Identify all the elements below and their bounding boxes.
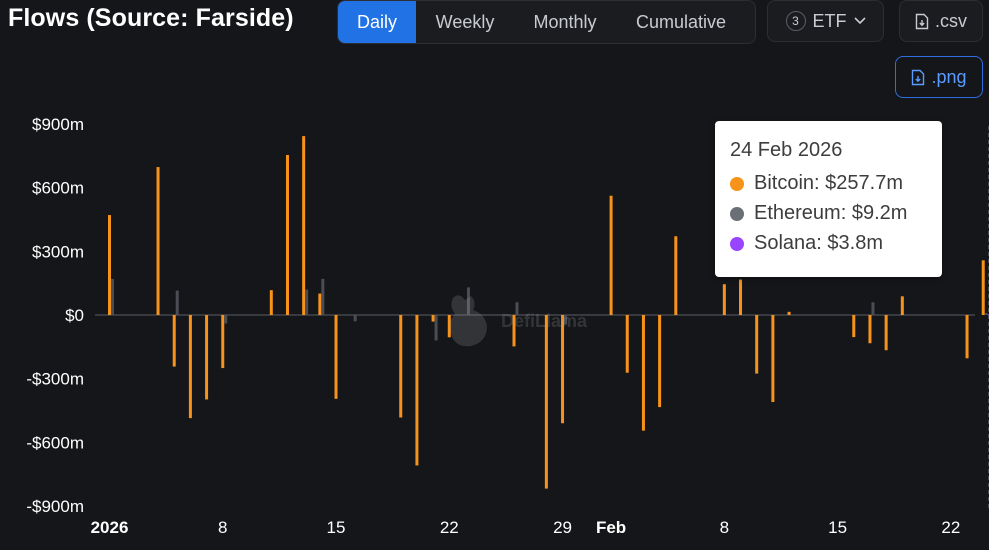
bitcoin-bar xyxy=(221,315,225,369)
bitcoin-bar xyxy=(205,315,209,400)
tab-daily[interactable]: Daily xyxy=(338,1,416,43)
bitcoin-bar xyxy=(625,315,629,373)
x-tick-label: 15 xyxy=(828,518,847,537)
bitcoin-bar xyxy=(561,315,565,424)
ethereum-bar xyxy=(871,302,875,315)
ethereum-bar xyxy=(353,315,357,322)
y-tick-label: -$600m xyxy=(26,433,84,452)
bitcoin-bar xyxy=(188,315,192,419)
image-download-icon xyxy=(912,69,925,85)
tooltip-row-bitcoin: Bitcoin: $257.7m xyxy=(730,172,942,195)
bitcoin-bar xyxy=(900,296,904,315)
y-tick-label: $900m xyxy=(32,115,84,134)
bitcoin-bar xyxy=(868,315,872,344)
y-tick-label: $600m xyxy=(32,179,84,198)
x-tick-label: 22 xyxy=(941,518,960,537)
bitcoin-bar xyxy=(415,315,419,466)
file-download-icon xyxy=(915,13,929,29)
y-tick-label: $0 xyxy=(65,306,84,325)
bitcoin-legend-dot xyxy=(730,176,744,191)
download-png-label: .png xyxy=(931,66,967,87)
ethereum-bar xyxy=(466,287,470,315)
etf-select-label: ETF xyxy=(812,10,847,31)
page-title: Flows (Source: Farside) xyxy=(8,4,294,32)
bitcoin-bar xyxy=(755,315,759,374)
tooltip-row-solana: Solana: $3.8m xyxy=(730,232,942,255)
period-tabs: Daily Weekly Monthly Cumulative xyxy=(337,0,756,44)
tab-monthly[interactable]: Monthly xyxy=(533,11,597,32)
bitcoin-bar xyxy=(884,315,888,351)
tooltip-date: 24 Feb 2026 xyxy=(730,139,843,161)
ethereum-bar xyxy=(175,290,179,315)
ethereum-bar xyxy=(564,315,568,325)
bitcoin-bar xyxy=(771,315,775,403)
bitcoin-bar xyxy=(722,284,726,315)
y-tick-label: -$900m xyxy=(26,497,84,516)
hover-tooltip: 24 Feb 2026 Bitcoin: $257.7m Ethereum: $… xyxy=(715,121,942,277)
x-tick-label: 8 xyxy=(720,518,729,537)
solana-bar xyxy=(987,314,989,316)
bitcoin-bar xyxy=(609,195,613,315)
ethereum-bar xyxy=(305,289,309,315)
bitcoin-bar xyxy=(447,315,451,338)
x-tick-label: 2026 xyxy=(91,518,129,537)
watermark-text: DefiLlama xyxy=(501,310,588,331)
download-png-button[interactable]: .png xyxy=(895,56,983,98)
y-tick-label: $300m xyxy=(32,242,84,261)
bitcoin-bar xyxy=(544,315,548,489)
x-tick-label: 15 xyxy=(327,518,346,537)
ethereum-bar xyxy=(111,278,114,315)
bitcoin-bar xyxy=(399,315,403,418)
bitcoin-bar xyxy=(512,315,516,347)
y-tick-label: -$300m xyxy=(26,370,84,389)
bitcoin-bar xyxy=(658,315,662,408)
solana-legend-dot xyxy=(730,236,744,251)
bitcoin-bar xyxy=(302,136,306,315)
ethereum-bar xyxy=(984,313,988,315)
chevron-down-icon xyxy=(853,17,866,25)
bitcoin-bar xyxy=(269,290,273,315)
ethereum-legend-dot xyxy=(730,206,744,221)
bitcoin-bar xyxy=(334,315,338,399)
etf-select-button[interactable]: 3 ETF xyxy=(767,0,884,42)
defillama-logo-icon xyxy=(449,295,487,347)
tooltip-solana-value: Solana: $3.8m xyxy=(754,232,883,254)
etf-count-badge: 3 xyxy=(785,11,806,31)
tab-cumulative[interactable]: Cumulative xyxy=(635,11,727,32)
bitcoin-bar xyxy=(108,215,111,315)
download-csv-button[interactable]: .csv xyxy=(899,0,983,42)
ethereum-bar xyxy=(515,302,519,315)
bitcoin-bar xyxy=(431,315,435,322)
tab-weekly[interactable]: Weekly xyxy=(435,11,495,32)
x-tick-label: 29 xyxy=(553,518,572,537)
tooltip-ethereum-value: Ethereum: $9.2m xyxy=(754,202,908,224)
bitcoin-bar xyxy=(965,315,969,359)
bitcoin-bar xyxy=(318,293,322,315)
ethereum-bar xyxy=(434,315,438,341)
bitcoin-bar xyxy=(285,154,289,315)
download-csv-label: .csv xyxy=(934,10,967,31)
x-tick-label: 8 xyxy=(218,518,227,537)
bitcoin-bar xyxy=(981,260,985,315)
x-tick-label: 22 xyxy=(440,518,459,537)
bitcoin-bar xyxy=(641,315,645,431)
tooltip-bitcoin-value: Bitcoin: $257.7m xyxy=(754,172,903,194)
bitcoin-bar xyxy=(172,315,176,367)
bitcoin-bar xyxy=(852,315,856,338)
tooltip-row-ethereum: Ethereum: $9.2m xyxy=(730,202,942,225)
ethereum-bar xyxy=(224,315,228,324)
bitcoin-bar xyxy=(739,279,743,315)
watermark: DefiLlama xyxy=(443,292,587,350)
bitcoin-bar xyxy=(787,311,791,315)
bitcoin-bar xyxy=(674,236,678,315)
x-tick-label: Feb xyxy=(596,518,626,537)
ethereum-bar xyxy=(321,278,325,315)
bitcoin-bar xyxy=(156,167,160,315)
